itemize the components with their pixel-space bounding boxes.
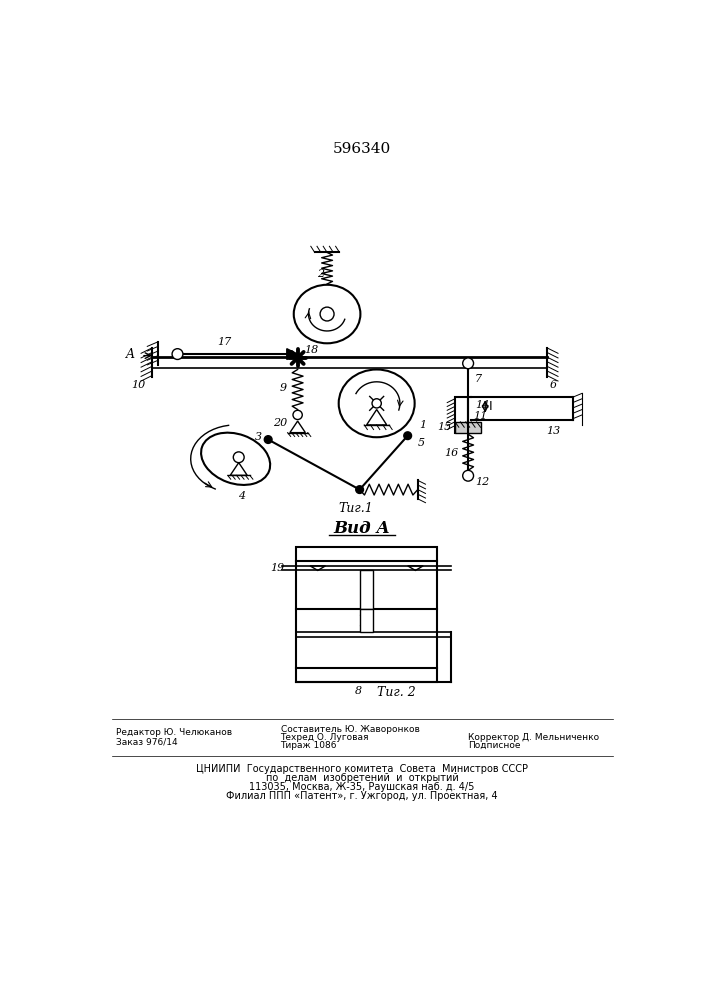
Text: 1: 1: [420, 420, 427, 430]
Polygon shape: [287, 349, 298, 359]
Text: A: A: [126, 348, 135, 361]
Text: ЦНИИПИ  Государственного комитета  Совета  Министров СССР: ЦНИИПИ Государственного комитета Совета …: [196, 764, 528, 774]
Bar: [361, 570, 373, 609]
Circle shape: [293, 410, 303, 420]
Text: Составитель Ю. Жаворонков: Составитель Ю. Жаворонков: [281, 725, 419, 734]
Circle shape: [356, 486, 363, 493]
Text: Τиг.1: Τиг.1: [339, 502, 373, 515]
Text: 6: 6: [550, 380, 557, 390]
Text: по  делам  изобретений  и  открытий: по делам изобретений и открытий: [266, 773, 458, 783]
Text: 15: 15: [437, 422, 451, 432]
Text: 596340: 596340: [333, 142, 391, 156]
Circle shape: [462, 358, 474, 369]
Circle shape: [372, 399, 381, 408]
Text: Вид А: Вид А: [334, 520, 390, 537]
Text: Корректор Д. Мельниченко: Корректор Д. Мельниченко: [468, 733, 600, 742]
Text: 11: 11: [474, 411, 488, 421]
Bar: [455, 422, 481, 433]
Circle shape: [404, 432, 411, 440]
Circle shape: [233, 452, 244, 463]
Text: 18: 18: [305, 345, 319, 355]
Text: Редактор Ю. Челюканов: Редактор Ю. Челюканов: [115, 728, 232, 737]
Text: 9: 9: [280, 383, 287, 393]
Text: Подписное: Подписное: [468, 741, 520, 750]
Text: 19: 19: [270, 563, 285, 573]
Text: Филиал ППП «Патент», г. Ужгород, ул. Проектная, 4: Филиал ППП «Патент», г. Ужгород, ул. Про…: [226, 791, 498, 801]
Circle shape: [462, 470, 474, 481]
Text: 3: 3: [255, 432, 262, 442]
Text: Τиг. 2: Τиг. 2: [377, 686, 416, 699]
Circle shape: [172, 349, 183, 359]
Text: 113035, Москва, Ж-35, Раушская наб. д. 4/5: 113035, Москва, Ж-35, Раушская наб. д. 4…: [250, 782, 474, 792]
Bar: [296, 547, 437, 682]
Text: 8: 8: [356, 686, 363, 696]
Text: 12: 12: [475, 477, 489, 487]
Text: I: I: [489, 400, 493, 413]
Text: 5: 5: [418, 438, 425, 448]
Text: 4: 4: [238, 491, 245, 501]
Circle shape: [320, 307, 334, 321]
Bar: [361, 609, 373, 632]
Text: Техред О. Луговая: Техред О. Луговая: [281, 733, 369, 742]
Text: 13: 13: [547, 426, 561, 436]
Circle shape: [264, 436, 272, 443]
Text: 7: 7: [474, 374, 481, 384]
Text: Заказ 976/14: Заказ 976/14: [115, 738, 177, 747]
Text: 10: 10: [132, 380, 146, 390]
Text: 17: 17: [217, 337, 231, 347]
Text: 20: 20: [274, 418, 288, 428]
Text: Тираж 1086: Тираж 1086: [281, 741, 337, 750]
Text: 16: 16: [444, 448, 458, 458]
Text: 2: 2: [317, 269, 325, 279]
Text: 14: 14: [475, 400, 489, 410]
